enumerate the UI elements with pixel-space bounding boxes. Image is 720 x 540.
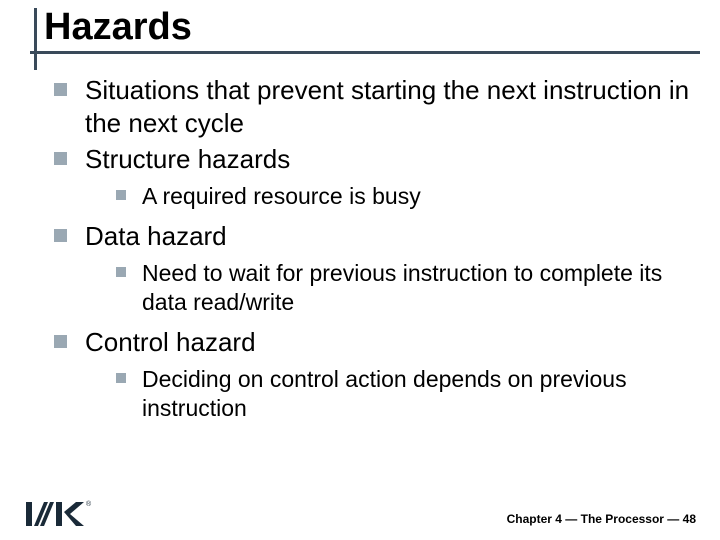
title-underline [30,51,700,54]
bullet-item: Data hazard [54,220,690,253]
slide-body: Situations that prevent starting the nex… [54,74,690,432]
sub-bullet-text: Need to wait for previous instruction to… [142,259,690,317]
square-bullet-icon [54,335,67,348]
bullet-text: Control hazard [85,326,256,359]
square-bullet-icon [54,229,67,242]
bullet-item: Situations that prevent starting the nex… [54,74,690,139]
square-bullet-icon [116,190,126,200]
bullet-text: Data hazard [85,220,227,253]
bullet-item: Control hazard [54,326,690,359]
sub-bullet-group: A required resource is busy [116,182,690,211]
sub-bullet-item: A required resource is busy [116,182,690,211]
square-bullet-icon [116,267,126,277]
sub-bullet-group: Deciding on control action depends on pr… [116,365,690,423]
bullet-text: Structure hazards [85,143,290,176]
slide-title: Hazards [30,6,700,49]
bullet-item: Structure hazards [54,143,690,176]
square-bullet-icon [54,83,67,96]
square-bullet-icon [116,373,126,383]
slide-footer: Chapter 4 — The Processor — 48 [507,512,696,526]
title-bar: Hazards [30,6,700,54]
sub-bullet-group: Need to wait for previous instruction to… [116,259,690,317]
sub-bullet-item: Deciding on control action depends on pr… [116,365,690,423]
bullet-text: Situations that prevent starting the nex… [85,74,690,139]
svg-text:®: ® [86,500,92,508]
sub-bullet-text: A required resource is busy [142,182,421,211]
sub-bullet-item: Need to wait for previous instruction to… [116,259,690,317]
sub-bullet-text: Deciding on control action depends on pr… [142,365,690,423]
square-bullet-icon [54,152,67,165]
publisher-logo: ® [26,498,96,530]
